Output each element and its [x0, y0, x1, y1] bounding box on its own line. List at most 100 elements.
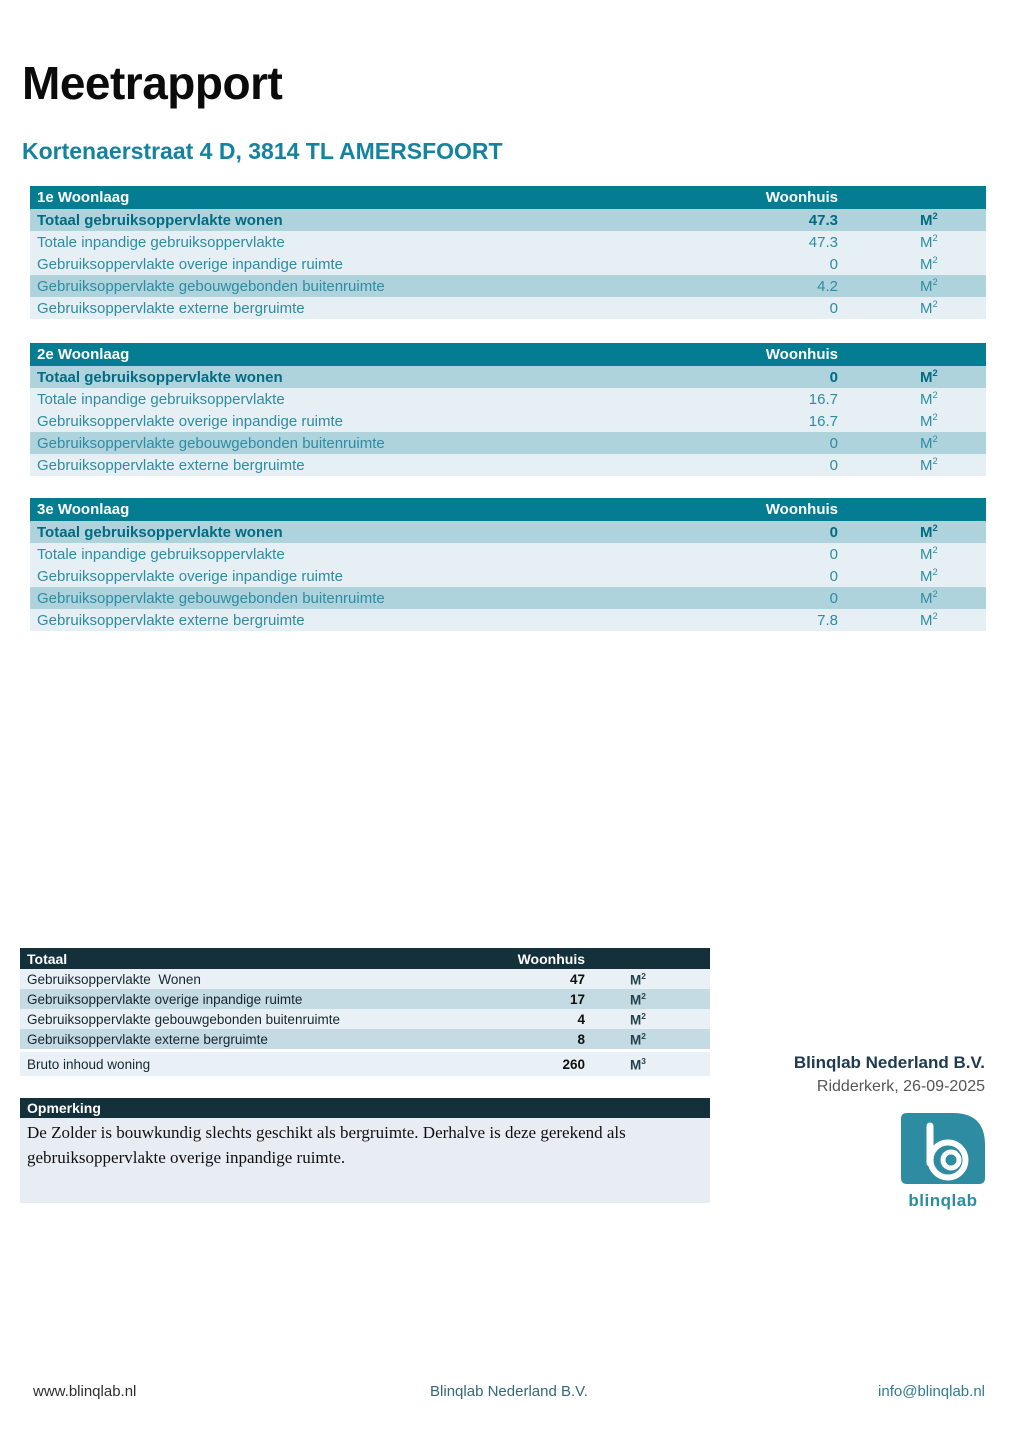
row-unit: M2 [920, 611, 938, 629]
table-row: Gebruiksoppervlakte externe bergruimte 0 M… [30, 454, 986, 476]
footer-website-link[interactable]: www.blinqlab.nl [33, 1383, 137, 1400]
row-unit: M2 [920, 523, 938, 541]
table-row: Gebruiksoppervlakte externe bergruimte 8 M… [20, 1029, 710, 1049]
row-value: 8 [577, 1031, 585, 1047]
row-value: 0 [829, 589, 838, 607]
column-header-woonhuis: Woonhuis [765, 346, 838, 363]
table-row: Totale inpandige gebruiksoppervlakte 0 M2 [30, 543, 986, 565]
table-header: 1e Woonlaag Woonhuis [30, 186, 986, 209]
row-label: Gebruiksoppervlakte externe bergruimte [27, 1031, 268, 1047]
row-label: Gebruiksoppervlakte gebouwgebonden buite… [37, 589, 385, 607]
row-label: Totale inpandige gebruiksoppervlakte [37, 390, 285, 408]
row-label: Totale inpandige gebruiksoppervlakte [37, 233, 285, 251]
footer-email-link[interactable]: info@blinqlab.nl [878, 1383, 985, 1400]
row-unit: M2 [920, 545, 938, 563]
row-value: 17 [569, 991, 585, 1007]
table-row: Bruto inhoud woning 260 M3 [20, 1052, 710, 1076]
row-label: Gebruiksoppervlakte externe bergruimte [37, 299, 305, 317]
row-unit: M2 [920, 255, 938, 273]
row-value: 0 [829, 456, 838, 474]
row-unit: M2 [920, 233, 938, 251]
company-block: Blinqlab Nederland B.V. Ridderkerk, 26-0… [794, 1053, 985, 1096]
row-label: Gebruiksoppervlakte gebouwgebonden buite… [37, 277, 385, 295]
row-value: 0 [829, 545, 838, 563]
row-unit: M3 [630, 1055, 646, 1073]
row-label: Totaal gebruiksoppervlakte wonen [37, 211, 283, 229]
table-title: 2e Woonlaag [37, 346, 130, 363]
table-header: 2e Woonlaag Woonhuis [30, 343, 986, 366]
footer-company-name: Blinqlab Nederland B.V. [430, 1383, 588, 1400]
row-value: 47.3 [808, 233, 838, 251]
row-label: Gebruiksoppervlakte overige inpandige ru… [37, 412, 344, 430]
company-name: Blinqlab Nederland B.V. [793, 1053, 985, 1072]
row-unit: M2 [630, 970, 646, 988]
row-unit: M2 [920, 456, 938, 474]
table-header: 3e Woonlaag Woonhuis [30, 498, 986, 521]
table-body: Totaal gebruiksoppervlakte wonen 47.3 M2 To… [30, 209, 986, 319]
table-row: Gebruiksoppervlakte gebouwgebonden buite… [30, 275, 986, 297]
floor-table-1: 1e Woonlaag Woonhuis Totaal gebruiksoppe… [30, 186, 986, 319]
row-label: Gebruiksoppervlakte externe bergruimte [37, 611, 305, 629]
row-label: Gebruiksoppervlakte overige inpandige ru… [37, 567, 344, 585]
remark-section: Opmerking De Zolder is bouwkundig slecht… [20, 1098, 710, 1203]
row-value: 0 [829, 255, 838, 273]
row-value: 0 [829, 523, 838, 541]
table-row: Gebruiksoppervlakte gebouwgebonden buite… [30, 587, 986, 609]
row-unit: M2 [920, 567, 938, 585]
row-value: 260 [562, 1056, 585, 1072]
table-row: Gebruiksoppervlakte overige inpandige ru… [20, 989, 710, 1009]
row-unit: M2 [920, 299, 938, 317]
row-value: 47.3 [808, 211, 838, 229]
row-unit: M2 [920, 412, 938, 430]
table-row: Totaal gebruiksoppervlakte wonen 47.3 M2 [30, 209, 986, 231]
table-row: Totaal gebruiksoppervlakte wonen 0 M2 [30, 521, 986, 543]
row-label: Gebruiksoppervlakte overige inpandige ru… [27, 991, 303, 1007]
row-value: 0 [829, 567, 838, 585]
row-label: Gebruiksoppervlakte overige inpandige ru… [37, 255, 344, 273]
row-unit: M2 [920, 390, 938, 408]
row-unit: M2 [920, 589, 938, 607]
total-table: Totaal Woonhuis Gebruiksoppervlakte Wone… [20, 948, 710, 1076]
blinqlab-logo-icon [901, 1113, 985, 1184]
row-value: 4.2 [817, 277, 838, 295]
floor-table-3: 3e Woonlaag Woonhuis Totaal gebruiksoppe… [30, 498, 986, 631]
row-label: Totaal gebruiksoppervlakte wonen [37, 368, 283, 386]
row-value: 0 [829, 434, 838, 452]
floor-table-2: 2e Woonlaag Woonhuis Totaal gebruiksoppe… [30, 343, 986, 476]
column-header-woonhuis: Woonhuis [765, 189, 838, 206]
row-unit: M2 [630, 1030, 646, 1048]
row-value: 47 [569, 971, 585, 987]
row-value: 16.7 [808, 390, 838, 408]
row-value: 16.7 [808, 412, 838, 430]
table-title: 3e Woonlaag [37, 501, 130, 518]
row-value: 0 [829, 299, 838, 317]
table-header: Totaal Woonhuis [20, 948, 710, 969]
row-label: Gebruiksoppervlakte Wonen [27, 971, 201, 987]
row-unit: M2 [630, 1010, 646, 1028]
blinqlab-logo-text: blinqlab [908, 1191, 978, 1210]
company-place-date: Ridderkerk, 26-09-2025 [816, 1078, 985, 1095]
row-value: 4 [577, 1011, 585, 1027]
table-row: Gebruiksoppervlakte externe bergruimte 7.… [30, 609, 986, 631]
table-row: Gebruiksoppervlakte overige inpandige ru… [30, 410, 986, 432]
row-unit: M2 [920, 434, 938, 452]
table-title: 1e Woonlaag [37, 189, 130, 206]
page-title: Meetrapport [22, 57, 283, 109]
row-label: Gebruiksoppervlakte gebouwgebonden buite… [37, 434, 385, 452]
row-label: Totaal gebruiksoppervlakte wonen [37, 523, 283, 541]
address-subtitle: Kortenaerstraat 4 D, 3814 TL AMERSFOORT [22, 138, 503, 164]
table-row: Totale inpandige gebruiksoppervlakte 47.3… [30, 231, 986, 253]
column-header-woonhuis: Woonhuis [517, 950, 585, 967]
row-value: 7.8 [817, 611, 838, 629]
table-row: Gebruiksoppervlakte overige inpandige ru… [30, 253, 986, 275]
table-row: Gebruiksoppervlakte gebouwgebonden buite… [20, 1009, 710, 1029]
row-value: 0 [829, 368, 838, 386]
table-row: Gebruiksoppervlakte gebouwgebonden buite… [30, 432, 986, 454]
table-row: Gebruiksoppervlakte Wonen 47 M2 [20, 969, 710, 989]
column-header-woonhuis: Woonhuis [765, 501, 838, 518]
row-label: Gebruiksoppervlakte gebouwgebonden buite… [27, 1011, 340, 1027]
table-body: Totaal gebruiksoppervlakte wonen 0 M2 Total… [30, 521, 986, 631]
table-row: Gebruiksoppervlakte overige inpandige ru… [30, 565, 986, 587]
table-title: Totaal [27, 950, 68, 967]
